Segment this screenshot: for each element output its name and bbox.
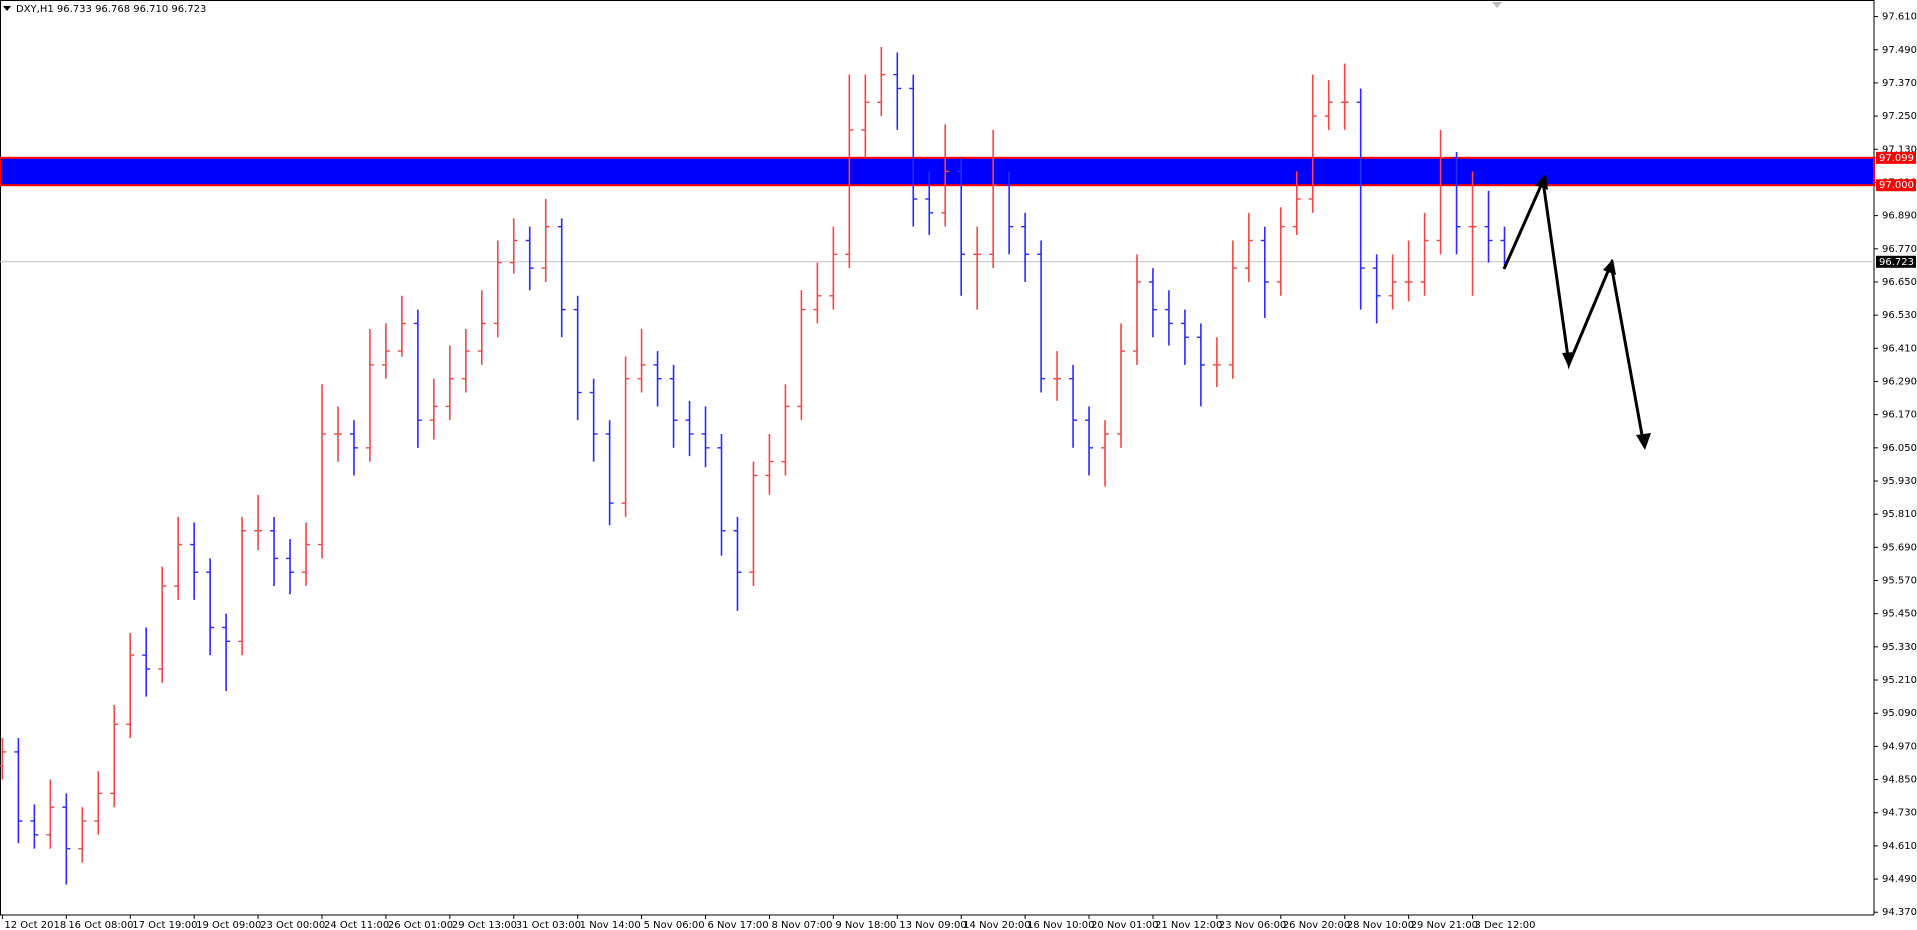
y-tick-label: 97.610: [1882, 12, 1917, 23]
shift-marker: [1492, 2, 1502, 8]
x-tick-label: 28 Nov 10:00: [1347, 920, 1414, 930]
y-tick-label: 97.490: [1882, 45, 1917, 56]
x-tick-label: 23 Nov 06:00: [1219, 920, 1286, 930]
x-tick-label: 29 Oct 13:00: [452, 920, 517, 930]
y-tick-label: 96.050: [1882, 443, 1917, 454]
forecast-arrowhead: [1562, 352, 1575, 368]
y-tick-label: 96.290: [1882, 376, 1917, 387]
zone-low-label-box: [1876, 179, 1916, 192]
x-tick-label: 26 Nov 20:00: [1283, 920, 1350, 930]
y-tick-label: 96.650: [1882, 277, 1917, 288]
x-tick-label: 3 Dec 12:00: [1475, 920, 1536, 930]
zone-low-label: 97.000: [1879, 180, 1914, 191]
y-tick-label: 97.130: [1882, 144, 1917, 155]
y-tick-label: 96.530: [1882, 310, 1917, 321]
y-tick-label: 95.690: [1882, 542, 1917, 553]
x-tick-label: 29 Nov 21:00: [1411, 920, 1478, 930]
x-tick-label: 16 Nov 10:00: [1027, 920, 1094, 930]
y-tick-label: 94.370: [1882, 907, 1917, 918]
x-tick-label: 5 Nov 06:00: [644, 920, 705, 930]
x-tick-label: 12 Oct 2018: [4, 920, 66, 930]
x-tick-label: 24 Oct 11:00: [324, 920, 389, 930]
y-tick-label: 95.210: [1882, 675, 1917, 686]
y-tick-label: 95.810: [1882, 509, 1917, 520]
y-tick-label: 97.370: [1882, 78, 1917, 89]
x-tick-label: 26 Oct 01:00: [388, 920, 453, 930]
zone-high-label-box: [1876, 151, 1916, 164]
y-tick-label: 94.970: [1882, 741, 1917, 752]
x-tick-label: 16 Oct 08:00: [68, 920, 133, 930]
x-tick-label: 21 Nov 12:00: [1155, 920, 1222, 930]
x-tick-label: 31 Oct 03:00: [516, 920, 581, 930]
x-tick-label: 1 Nov 14:00: [580, 920, 641, 930]
y-tick-label: 95.450: [1882, 609, 1917, 620]
y-tick-label: 96.410: [1882, 343, 1917, 354]
zone-high-label: 97.099: [1879, 153, 1914, 164]
chart-title: DXY,H1 96.733 96.768 96.710 96.723: [16, 4, 206, 15]
title-arrow: [3, 6, 11, 11]
x-tick-label: 23 Oct 00:00: [260, 920, 325, 930]
last-price-label: 96.723: [1879, 257, 1914, 268]
x-tick-label: 8 Nov 07:00: [771, 920, 832, 930]
forecast-arrowhead: [1535, 174, 1548, 190]
resistance-zone: [0, 156, 1875, 187]
last-price-label-box: [1876, 255, 1916, 268]
y-tick-label: 94.490: [1882, 874, 1917, 885]
x-tick-label: 13 Nov 09:00: [899, 920, 966, 930]
y-tick-label: 94.610: [1882, 841, 1917, 852]
x-tick-label: 14 Nov 20:00: [963, 920, 1030, 930]
y-tick-label: 94.730: [1882, 808, 1917, 819]
y-tick-label: 96.890: [1882, 211, 1917, 222]
y-tick-label: 97.250: [1882, 111, 1917, 122]
y-tick-label: 96.770: [1882, 244, 1917, 255]
y-tick-label: 95.090: [1882, 708, 1917, 719]
y-tick-label: 95.570: [1882, 576, 1917, 587]
x-tick-label: 17 Oct 19:00: [132, 920, 197, 930]
forecast-arrowhead: [1603, 259, 1616, 275]
x-tick-label: 20 Nov 01:00: [1091, 920, 1158, 930]
y-tick-label: 95.330: [1882, 642, 1917, 653]
x-tick-label: 6 Nov 17:00: [708, 920, 769, 930]
x-tick-label: 9 Nov 18:00: [835, 920, 896, 930]
y-tick-label: 94.850: [1882, 775, 1917, 786]
forecast-arrowhead: [1636, 433, 1651, 450]
x-tick-label: 19 Oct 09:00: [196, 920, 261, 930]
y-tick-label: 95.930: [1882, 476, 1917, 487]
y-tick-label: 96.170: [1882, 410, 1917, 421]
